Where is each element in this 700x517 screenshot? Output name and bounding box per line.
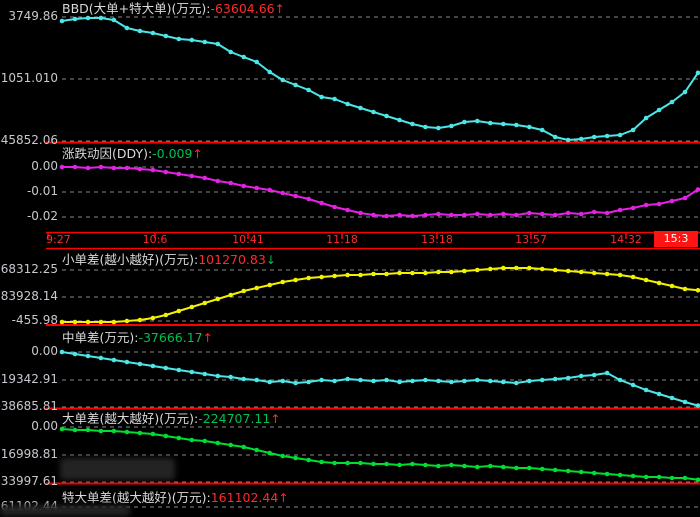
indicator-title-row: 小单差(越小越好)(万元):101270.83↓ xyxy=(62,252,276,268)
time-axis-label: 10:41 xyxy=(232,233,264,246)
y-axis-tick-label: -71051.010 xyxy=(0,71,58,85)
y-axis-tick-label: 0.00 xyxy=(31,344,58,358)
y-axis-tick-label: -0.01 xyxy=(26,184,58,198)
y-axis-tick-label: -145852.06 xyxy=(0,133,58,147)
indicator-title-row: 特大单差(越大越好)(万元):161102.44↑ xyxy=(62,490,289,506)
indicator-label: 涨跌动因(DDY): xyxy=(62,146,153,161)
y-axis-tick-label: -38685.81 xyxy=(0,399,58,413)
arrow-up-icon: ↑ xyxy=(202,331,213,345)
y-axis-tick-label: -455.98 xyxy=(11,313,58,327)
indicator-title-row: 中单差(万元):-37666.17↑ xyxy=(62,330,213,346)
arrow-up-icon: ↑ xyxy=(274,2,285,16)
indicator-value: -63604.66 xyxy=(210,1,275,16)
y-axis-tick-label: -0.02 xyxy=(26,209,58,223)
current-time-badge: 15:3 xyxy=(654,231,698,247)
indicator-title-row: 涨跌动因(DDY):-0.009↑ xyxy=(62,146,203,162)
arrow-up-icon: ↑ xyxy=(278,491,289,505)
y-axis-tick-label: -233997.61 xyxy=(0,474,58,488)
time-axis-label: 14:32 xyxy=(610,233,642,246)
indicator-label: 特大单差(越大越好)(万元): xyxy=(62,490,211,505)
time-axis-label: 10:6 xyxy=(142,233,168,246)
indicator-label: 大单差(越大越好)(万元): xyxy=(62,411,199,426)
arrow-up-icon: ↑ xyxy=(192,147,203,161)
time-axis-label: 9:27 xyxy=(46,233,71,246)
indicator-label: 中单差(万元): xyxy=(62,330,139,345)
indicator-label: 小单差(越小越好)(万元): xyxy=(62,252,199,267)
y-axis-tick-label: 83928.14 xyxy=(0,289,58,303)
indicator-title-row: 大单差(越大越好)(万元):-224707.11↑ xyxy=(62,411,281,427)
y-axis-tick-label: -19342.91 xyxy=(0,372,58,386)
time-axis-label: 11:18 xyxy=(326,233,358,246)
arrow-down-icon: ↓ xyxy=(265,253,276,267)
arrow-up-icon: ↑ xyxy=(270,412,281,426)
y-axis-tick-label: 168312.25 xyxy=(0,262,58,276)
y-axis-tick-label: 3749.86 xyxy=(8,9,58,23)
time-axis-label: 13:57 xyxy=(515,233,547,246)
indicator-value: 101270.83 xyxy=(198,252,266,267)
indicator-label: BBD(大单+特大单)(万元): xyxy=(62,1,211,16)
indicator-value: -0.009 xyxy=(152,146,193,161)
indicator-title-row: BBD(大单+特大单)(万元):-63604.66↑ xyxy=(62,1,285,17)
indicator-value: -37666.17 xyxy=(138,330,203,345)
indicator-value: 161102.44 xyxy=(210,490,279,505)
y-axis-tick-label: -116998.81 xyxy=(0,447,58,461)
time-axis-label: 13:18 xyxy=(421,233,453,246)
indicator-value: -224707.11 xyxy=(198,411,271,426)
watermark xyxy=(60,458,175,480)
y-axis-tick-label: 0.00 xyxy=(31,419,58,433)
y-axis-tick-label: 0.00 xyxy=(31,159,58,173)
watermark xyxy=(0,505,130,516)
